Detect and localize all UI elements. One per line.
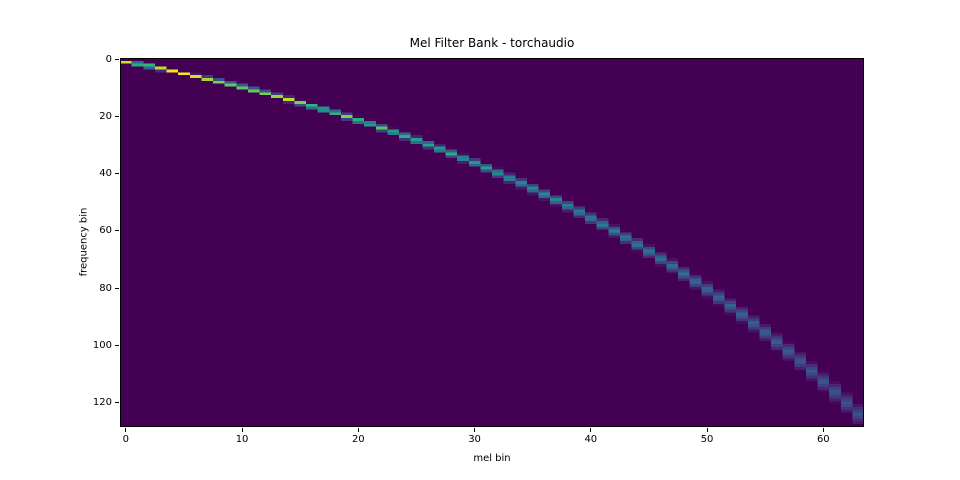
- y-tick-label: 120: [92, 397, 112, 409]
- y-tick-label: 0: [105, 53, 112, 65]
- y-tick-label: 100: [92, 340, 112, 352]
- x-tick-label: 60: [816, 434, 830, 446]
- x-tick-label: 10: [235, 434, 249, 446]
- y-tick-mark: [115, 173, 119, 175]
- x-tick-label: 50: [700, 434, 714, 446]
- x-tick-label: 30: [468, 434, 481, 446]
- x-tick-label: 20: [351, 434, 365, 446]
- y-tick-mark: [115, 230, 119, 232]
- y-axis-label: frequency bin: [78, 207, 90, 277]
- x-tick-mark: [590, 428, 592, 433]
- plot-area: [120, 57, 864, 428]
- y-tick-mark: [115, 345, 119, 347]
- y-tick-mark: [115, 115, 119, 117]
- mel-filter-bank-heatmap: [120, 57, 864, 428]
- x-axis-label: mel bin: [473, 453, 511, 464]
- y-tick-mark: [115, 58, 119, 60]
- y-tick-label: 80: [99, 282, 112, 294]
- y-tick-label: 60: [99, 225, 112, 237]
- y-tick-mark: [115, 402, 119, 404]
- x-tick-mark: [125, 428, 127, 433]
- x-tick-label: 40: [584, 434, 598, 446]
- y-tick-label: 40: [99, 168, 112, 180]
- x-tick-mark: [474, 428, 476, 433]
- x-tick-mark: [706, 428, 708, 433]
- x-tick-label: 0: [122, 434, 129, 446]
- x-tick-mark: [822, 428, 824, 433]
- chart-title: Mel Filter Bank - torchaudio: [409, 36, 575, 50]
- y-tick-label: 20: [99, 110, 112, 122]
- x-tick-mark: [357, 428, 359, 433]
- x-tick-mark: [241, 428, 243, 433]
- y-tick-mark: [115, 287, 119, 289]
